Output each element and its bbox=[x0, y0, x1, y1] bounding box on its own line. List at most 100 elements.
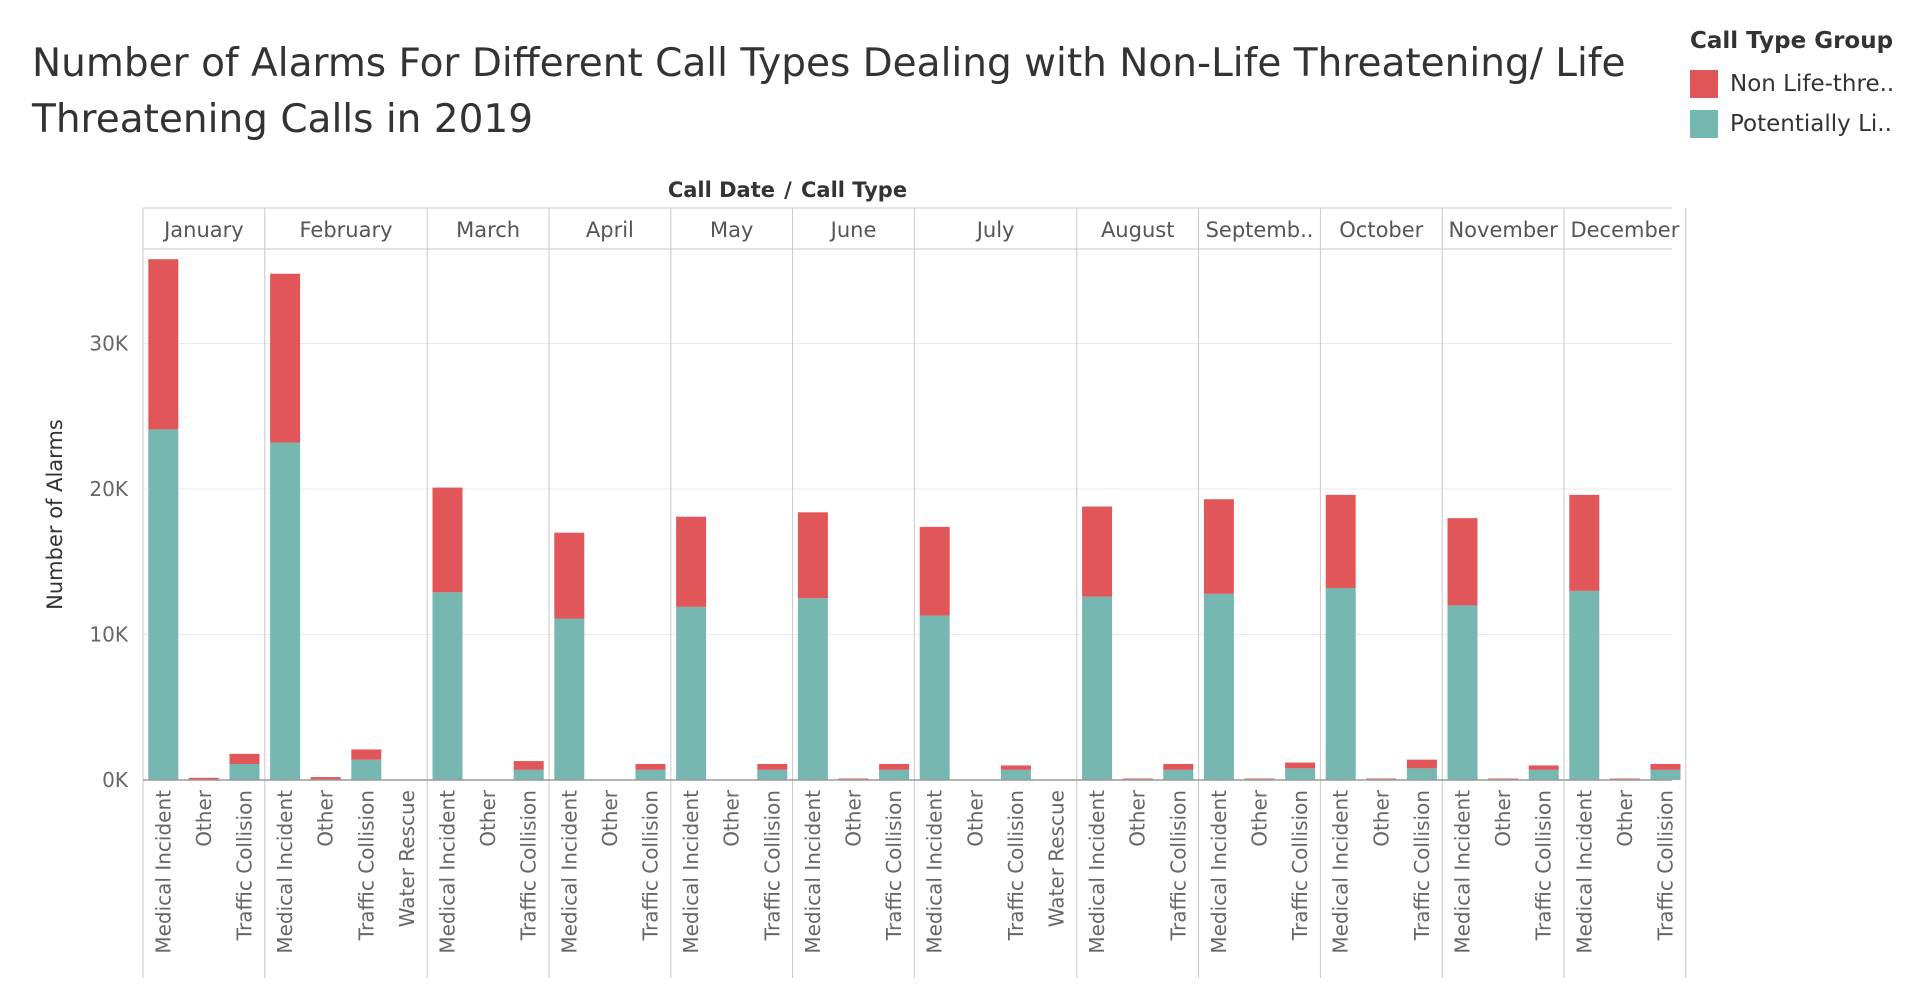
bar-life bbox=[1082, 596, 1113, 780]
bar-non_life bbox=[1406, 759, 1437, 769]
bar-non_life bbox=[676, 516, 707, 607]
column-header-separator: / bbox=[784, 178, 792, 202]
call-type-label: Traffic Collision bbox=[1654, 790, 1678, 941]
call-type-label: Other bbox=[842, 789, 866, 847]
call-type-label: Other bbox=[1369, 789, 1393, 847]
call-type-label: Water Rescue bbox=[1045, 790, 1069, 927]
month-header: February bbox=[299, 218, 392, 242]
bar-life bbox=[432, 592, 463, 780]
month-header: April bbox=[586, 218, 634, 242]
bar-non_life bbox=[1569, 494, 1600, 591]
legend: Call Type Group Non Life-thre.. Potentia… bbox=[1690, 28, 1920, 144]
call-type-label: Other bbox=[1248, 789, 1272, 847]
y-tick-label: 30K bbox=[89, 332, 128, 356]
bar-life bbox=[797, 598, 828, 780]
legend-swatch-non-life bbox=[1690, 70, 1718, 98]
call-type-label: Medical Incident bbox=[1329, 790, 1353, 954]
call-type-label: Medical Incident bbox=[436, 790, 460, 954]
bar-life bbox=[270, 442, 301, 780]
column-header-call-date: Call Date bbox=[668, 178, 775, 202]
call-type-label: Traffic Collision bbox=[354, 790, 378, 941]
month-header: January bbox=[162, 218, 244, 242]
bar-non_life bbox=[797, 512, 828, 599]
bar-non_life bbox=[270, 273, 301, 443]
bar-life bbox=[513, 769, 544, 780]
bar-non_life bbox=[351, 749, 382, 760]
bar-non_life bbox=[229, 753, 260, 764]
call-type-label: Other bbox=[476, 789, 500, 847]
bar-life bbox=[757, 769, 788, 780]
bar-non_life bbox=[310, 777, 341, 780]
y-tick-label: 20K bbox=[89, 477, 128, 501]
y-axis-title: Number of Alarms bbox=[43, 419, 67, 610]
month-header: December bbox=[1570, 218, 1679, 242]
chart-title: Number of Alarms For Different Call Type… bbox=[32, 41, 1626, 142]
call-type-label: Medical Incident bbox=[1085, 790, 1109, 954]
call-type-label: Medical Incident bbox=[801, 790, 825, 954]
bar-life bbox=[148, 429, 179, 780]
bar-non_life bbox=[1285, 762, 1316, 769]
call-type-label: Traffic Collision bbox=[1410, 790, 1434, 941]
call-type-label: Other bbox=[720, 789, 744, 847]
call-type-label: Traffic Collision bbox=[1166, 790, 1190, 941]
bar-life bbox=[1569, 590, 1600, 780]
bar-non_life bbox=[1447, 518, 1478, 606]
bar-life bbox=[635, 769, 666, 780]
bar-non_life bbox=[513, 761, 544, 770]
bar-life bbox=[1163, 769, 1194, 780]
bar-non_life bbox=[188, 777, 219, 780]
call-type-label: Traffic Collision bbox=[882, 790, 906, 941]
bar-life bbox=[1285, 768, 1316, 780]
month-header: October bbox=[1339, 218, 1423, 242]
bar-non_life bbox=[1082, 506, 1113, 597]
legend-label-life: Potentially Li.. bbox=[1730, 111, 1892, 137]
bar-non_life bbox=[757, 763, 788, 770]
bar-life bbox=[554, 618, 585, 780]
bar-non_life bbox=[432, 487, 463, 593]
call-type-label: Medical Incident bbox=[923, 790, 947, 954]
bar-non_life bbox=[1650, 763, 1681, 770]
call-type-label: Medical Incident bbox=[1572, 790, 1596, 954]
call-type-label: Medical Incident bbox=[151, 790, 175, 954]
bar-life bbox=[1000, 769, 1031, 780]
bar-life bbox=[1325, 587, 1356, 780]
bar-non_life bbox=[1325, 494, 1356, 588]
bar-life bbox=[1650, 769, 1681, 780]
call-type-label: Medical Incident bbox=[1451, 790, 1475, 954]
call-type-label: Traffic Collision bbox=[1288, 790, 1312, 941]
call-type-label: Other bbox=[598, 789, 622, 847]
call-type-label: Medical Incident bbox=[273, 790, 297, 954]
month-header: June bbox=[829, 218, 877, 242]
legend-item-non-life[interactable]: Non Life-thre.. bbox=[1690, 64, 1920, 104]
legend-label-non-life: Non Life-thre.. bbox=[1730, 71, 1895, 97]
y-tick-label: 10K bbox=[89, 623, 128, 647]
month-header: August bbox=[1101, 218, 1175, 242]
call-type-label: Other bbox=[1491, 789, 1515, 847]
bar-life bbox=[1406, 768, 1437, 780]
call-type-label: Other bbox=[314, 789, 338, 847]
bar-non_life bbox=[1163, 763, 1194, 770]
bar-life bbox=[1447, 605, 1478, 780]
call-type-label: Traffic Collision bbox=[760, 790, 784, 941]
y-tick-label: 0K bbox=[102, 768, 129, 792]
stacked-bar-chart: Call Date / Call Type 0K 10K 20K 30K Number of … bbox=[43, 178, 1687, 978]
month-header: May bbox=[710, 218, 753, 242]
bar-non_life bbox=[919, 526, 950, 616]
legend-item-life[interactable]: Potentially Li.. bbox=[1690, 104, 1920, 144]
bar-life bbox=[351, 759, 382, 780]
legend-title: Call Type Group bbox=[1690, 28, 1894, 54]
month-header: March bbox=[456, 218, 520, 242]
legend-swatch-life bbox=[1690, 110, 1718, 138]
month-header: July bbox=[975, 218, 1015, 242]
call-type-label: Water Rescue bbox=[395, 790, 419, 927]
bar-non_life bbox=[1203, 499, 1234, 594]
bar-life bbox=[676, 606, 707, 780]
bar-non_life bbox=[1000, 765, 1031, 770]
call-type-label: Other bbox=[192, 789, 216, 847]
call-type-label: Traffic Collision bbox=[517, 790, 541, 941]
call-type-label: Traffic Collision bbox=[1004, 790, 1028, 941]
call-type-label: Other bbox=[963, 789, 987, 847]
call-type-label: Other bbox=[1613, 789, 1637, 847]
bar-non_life bbox=[879, 763, 910, 770]
bar-life bbox=[919, 615, 950, 780]
